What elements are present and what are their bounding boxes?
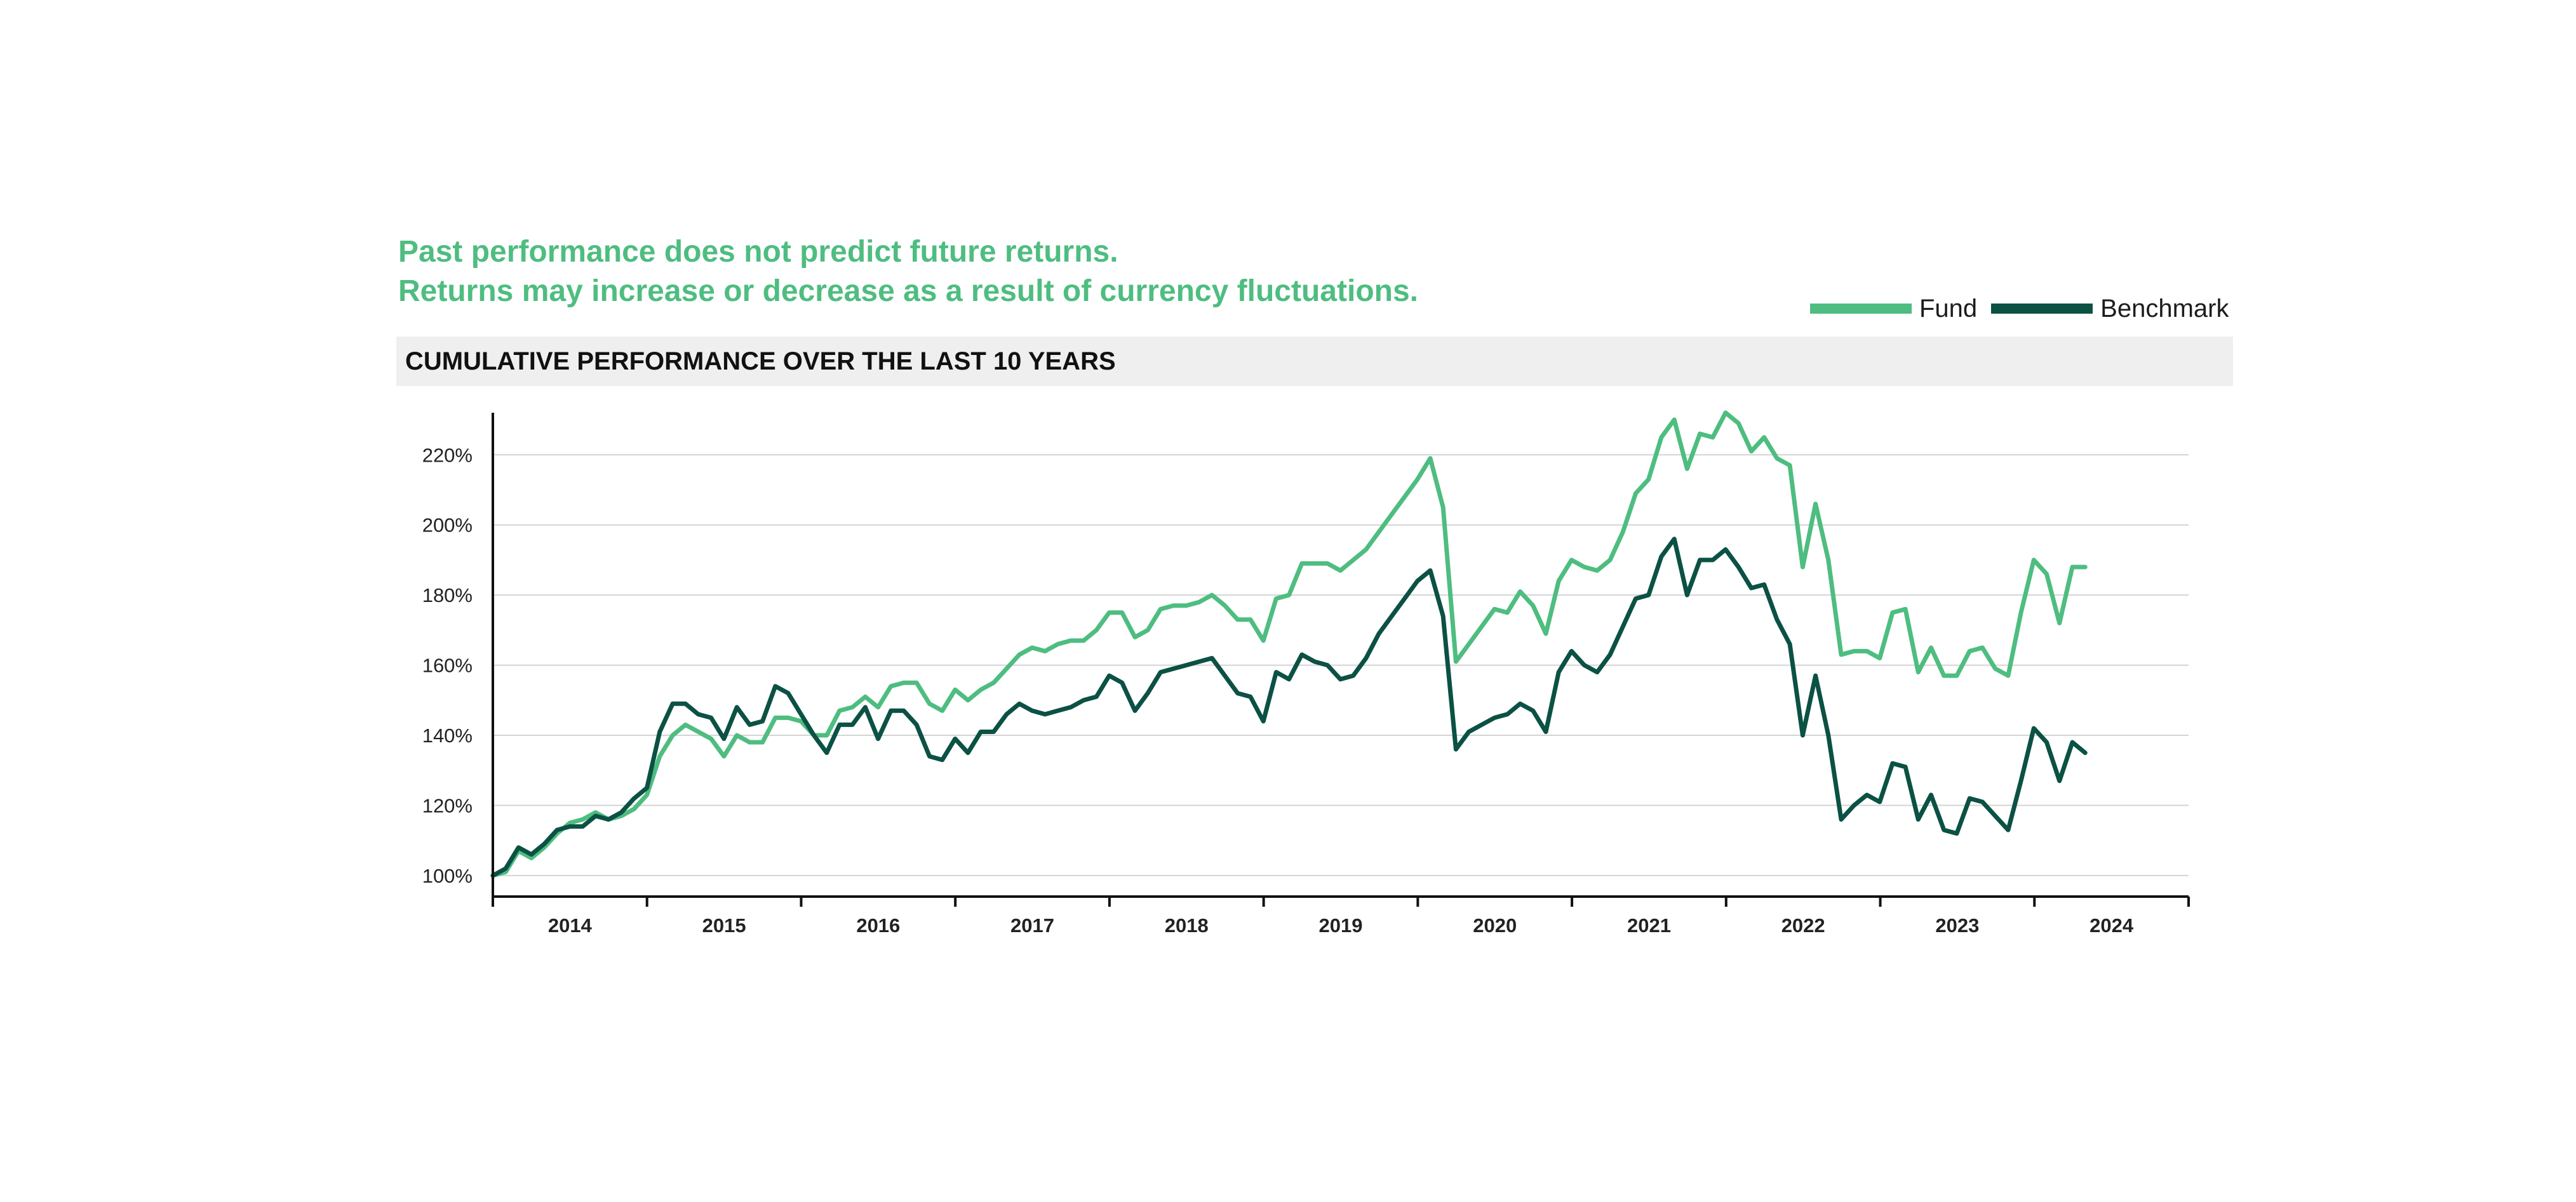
x-tick-label-2021: 2021 bbox=[1627, 914, 1671, 937]
chart-title: CUMULATIVE PERFORMANCE OVER THE LAST 10 … bbox=[405, 347, 1116, 375]
x-tick-label-2016: 2016 bbox=[856, 914, 900, 937]
y-tick-label-200: 200% bbox=[422, 514, 473, 537]
y-tick-label-160: 160% bbox=[422, 655, 473, 677]
x-tick-label-2017: 2017 bbox=[1010, 914, 1054, 937]
x-axis-ticks: 2014 2015 2016 2017 2018 2019 2020 2021 2022 2023… bbox=[548, 914, 2134, 937]
chart-title-bar: CUMULATIVE PERFORMANCE OVER THE LAST 10 … bbox=[396, 337, 2233, 386]
y-tick-label-220: 220% bbox=[422, 444, 473, 466]
x-tick-label-2018: 2018 bbox=[1165, 914, 1209, 937]
x-tick-label-2015: 2015 bbox=[702, 914, 746, 937]
series-line-fund bbox=[490, 410, 2088, 878]
gridlines bbox=[493, 454, 2189, 876]
series-line-benchmark bbox=[490, 537, 2088, 878]
y-tick-label-100: 100% bbox=[422, 865, 473, 887]
legend-item-benchmark: Benchmark bbox=[1991, 295, 2229, 323]
y-tick-label-180: 180% bbox=[422, 584, 473, 606]
y-tick-label-140: 140% bbox=[422, 725, 473, 747]
chart-legend: Fund Benchmark bbox=[1810, 291, 2243, 326]
disclaimer-line-2: Returns may increase or decrease as a re… bbox=[398, 274, 1418, 308]
x-tick-label-2024: 2024 bbox=[2090, 914, 2134, 937]
series-lines bbox=[490, 410, 2088, 878]
x-tick-label-2019: 2019 bbox=[1319, 914, 1363, 937]
x-tick-label-2014: 2014 bbox=[548, 914, 593, 937]
x-tick-label-2022: 2022 bbox=[1781, 914, 1825, 937]
legend-swatch-benchmark bbox=[1991, 304, 2093, 314]
axes bbox=[492, 413, 2190, 907]
x-tick-label-2023: 2023 bbox=[1935, 914, 1979, 937]
legend-label-fund: Fund bbox=[1919, 294, 1978, 323]
disclaimer-text: Past performance does not predict future… bbox=[398, 232, 1418, 311]
y-axis-ticks: 100% 120% 140% 160% 180% 200% 220% bbox=[422, 444, 473, 887]
legend-label-benchmark: Benchmark bbox=[2100, 294, 2229, 323]
legend-item-fund: Fund bbox=[1810, 295, 1977, 323]
disclaimer-line-1: Past performance does not predict future… bbox=[398, 235, 1118, 269]
legend-swatch-fund bbox=[1810, 304, 1912, 314]
y-tick-label-120: 120% bbox=[422, 794, 473, 817]
x-tick-label-2020: 2020 bbox=[1473, 914, 1517, 937]
